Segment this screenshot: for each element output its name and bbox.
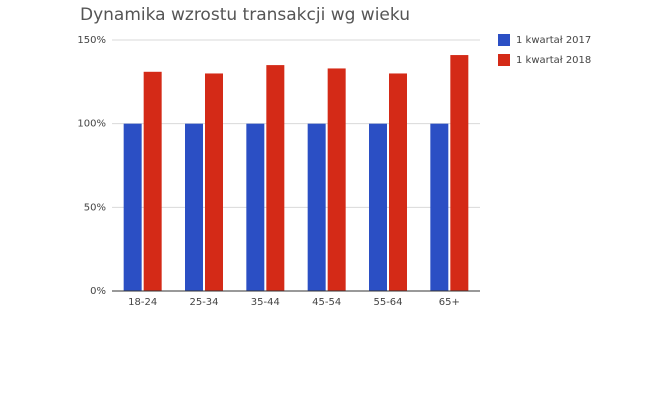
bar: [185, 123, 203, 292]
bar: [307, 123, 326, 292]
bar: [389, 73, 407, 291]
bar: [205, 73, 223, 291]
bar: [123, 123, 142, 292]
bar: [143, 71, 162, 291]
y-tick-label: 50%: [84, 202, 106, 213]
y-tick-label: 100%: [77, 119, 106, 130]
bar: [430, 123, 449, 292]
legend-swatch: [498, 54, 510, 66]
bar: [327, 68, 346, 292]
bar: [450, 55, 469, 292]
x-tick-label: 55-64: [373, 297, 402, 308]
bar: [266, 65, 285, 291]
bar: [369, 123, 387, 292]
x-tick-label: 35-44: [251, 297, 280, 308]
x-tick-label: 65+: [439, 297, 460, 308]
x-tick-label: 18-24: [128, 297, 157, 308]
legend-label: 1 kwartał 2018: [516, 55, 591, 66]
chart-title: Dynamika wzrostu transakcji wg wieku: [80, 5, 410, 25]
y-tick-label: 0%: [90, 286, 106, 297]
y-tick-label: 150%: [77, 35, 106, 46]
bar: [246, 123, 265, 292]
legend-label: 1 kwartał 2017: [516, 35, 591, 46]
legend-swatch: [498, 34, 510, 46]
x-tick-label: 25-34: [189, 297, 218, 308]
x-tick-label: 45-54: [312, 297, 341, 308]
